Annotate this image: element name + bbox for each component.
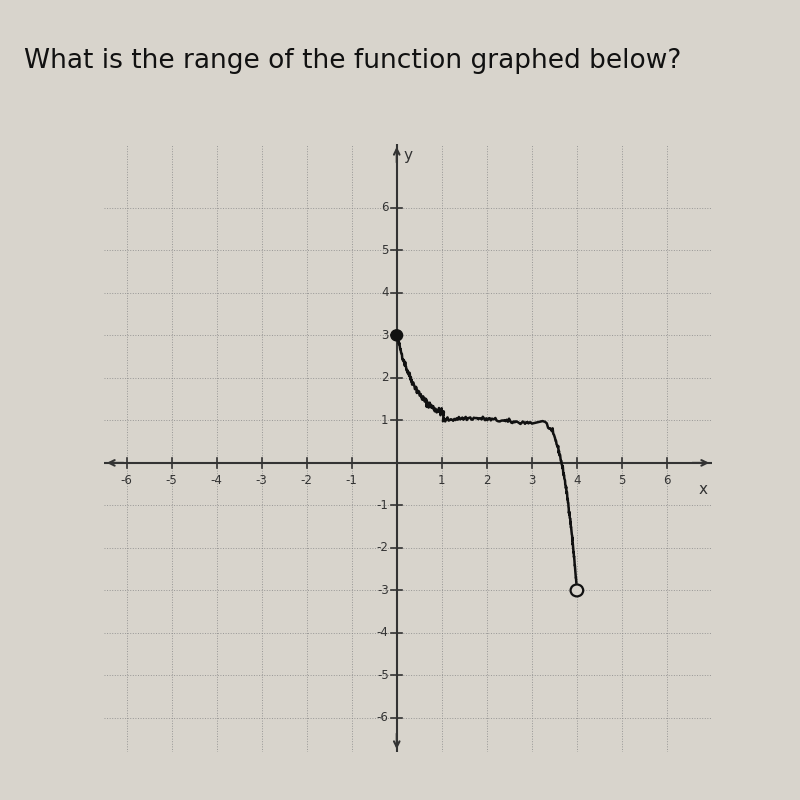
Text: -5: -5 [166, 474, 178, 486]
Text: 4: 4 [381, 286, 389, 299]
Text: 3: 3 [382, 329, 389, 342]
Text: -2: -2 [377, 542, 389, 554]
Text: 5: 5 [618, 474, 626, 486]
Text: 6: 6 [381, 202, 389, 214]
Circle shape [570, 585, 583, 596]
Text: -1: -1 [377, 499, 389, 512]
Text: 5: 5 [382, 244, 389, 257]
Text: 3: 3 [528, 474, 535, 486]
Text: 6: 6 [663, 474, 670, 486]
Text: -1: -1 [346, 474, 358, 486]
Text: 2: 2 [483, 474, 490, 486]
Text: -4: -4 [377, 626, 389, 639]
Text: What is the range of the function graphed below?: What is the range of the function graphe… [24, 48, 682, 74]
Text: -5: -5 [377, 669, 389, 682]
Text: 1: 1 [438, 474, 446, 486]
Text: -6: -6 [121, 474, 133, 486]
Text: -4: -4 [210, 474, 222, 486]
Text: -3: -3 [377, 584, 389, 597]
Text: -2: -2 [301, 474, 313, 486]
Text: y: y [403, 148, 413, 163]
Circle shape [391, 330, 402, 341]
Text: 4: 4 [573, 474, 581, 486]
Text: -6: -6 [377, 711, 389, 725]
Text: 2: 2 [381, 371, 389, 384]
Text: 1: 1 [381, 414, 389, 427]
Text: x: x [698, 482, 707, 497]
Text: -3: -3 [256, 474, 267, 486]
